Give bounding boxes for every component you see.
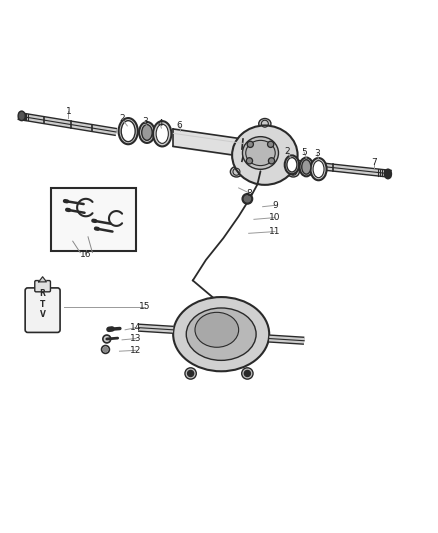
Text: 5: 5 xyxy=(301,148,307,157)
Circle shape xyxy=(248,143,252,146)
Circle shape xyxy=(268,141,274,148)
Ellipse shape xyxy=(230,166,243,177)
Circle shape xyxy=(247,141,253,148)
Circle shape xyxy=(269,143,272,146)
Text: 1: 1 xyxy=(66,107,71,116)
Ellipse shape xyxy=(243,136,279,169)
Ellipse shape xyxy=(119,118,138,144)
Circle shape xyxy=(244,196,251,202)
Circle shape xyxy=(185,368,196,379)
Ellipse shape xyxy=(153,121,171,147)
Text: 12: 12 xyxy=(131,346,142,355)
Circle shape xyxy=(268,158,275,164)
Circle shape xyxy=(270,159,273,163)
Ellipse shape xyxy=(195,312,239,348)
Ellipse shape xyxy=(302,160,311,174)
Ellipse shape xyxy=(313,160,324,177)
Ellipse shape xyxy=(285,156,299,174)
Ellipse shape xyxy=(232,125,297,185)
Ellipse shape xyxy=(156,124,168,143)
Text: 6: 6 xyxy=(177,122,183,131)
Circle shape xyxy=(247,158,252,164)
Circle shape xyxy=(242,368,253,379)
FancyBboxPatch shape xyxy=(35,280,50,292)
Text: 9: 9 xyxy=(272,201,278,210)
Ellipse shape xyxy=(246,140,275,166)
Circle shape xyxy=(102,345,110,353)
Ellipse shape xyxy=(18,111,25,120)
Polygon shape xyxy=(39,277,46,282)
Text: 10: 10 xyxy=(269,213,281,222)
Bar xyxy=(51,188,136,251)
Text: 15: 15 xyxy=(139,302,151,311)
Ellipse shape xyxy=(173,297,269,372)
Text: R
T
V: R T V xyxy=(40,289,46,319)
Text: 4: 4 xyxy=(157,119,163,128)
Ellipse shape xyxy=(186,308,256,360)
Ellipse shape xyxy=(259,118,271,129)
Circle shape xyxy=(244,370,251,376)
Ellipse shape xyxy=(385,169,392,179)
Circle shape xyxy=(242,193,253,204)
Circle shape xyxy=(103,348,108,352)
Text: 11: 11 xyxy=(269,227,281,236)
Ellipse shape xyxy=(311,158,327,180)
Text: 2: 2 xyxy=(284,147,290,156)
Ellipse shape xyxy=(19,112,24,119)
Circle shape xyxy=(187,370,194,376)
Text: 2: 2 xyxy=(119,115,125,124)
Text: 14: 14 xyxy=(131,323,142,332)
Ellipse shape xyxy=(300,158,313,176)
Ellipse shape xyxy=(287,166,299,177)
Circle shape xyxy=(103,335,111,343)
Ellipse shape xyxy=(121,120,135,142)
Ellipse shape xyxy=(139,122,155,143)
FancyBboxPatch shape xyxy=(25,288,60,333)
Ellipse shape xyxy=(142,125,152,140)
Text: 13: 13 xyxy=(130,334,142,343)
Text: 3: 3 xyxy=(314,149,320,158)
Text: 16: 16 xyxy=(80,250,92,259)
Text: 7: 7 xyxy=(371,158,377,167)
Text: 3: 3 xyxy=(142,117,148,126)
Ellipse shape xyxy=(287,158,297,172)
Circle shape xyxy=(248,159,251,163)
Text: 8: 8 xyxy=(247,189,252,198)
